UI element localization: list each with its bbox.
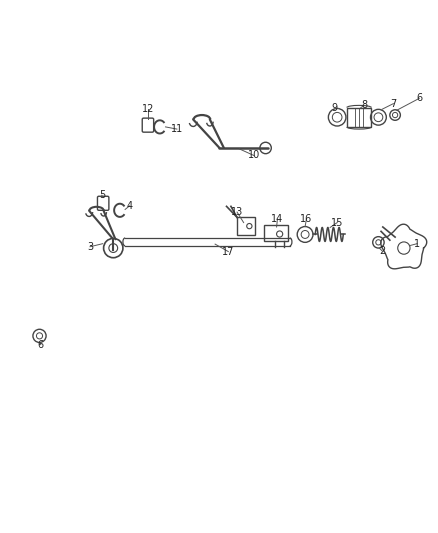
Text: 8: 8 [360, 100, 367, 110]
Text: 1: 1 [413, 239, 419, 249]
Text: 13: 13 [230, 207, 243, 217]
Text: 6: 6 [415, 93, 421, 103]
Text: 17: 17 [222, 247, 234, 256]
Text: 2: 2 [378, 246, 384, 256]
Text: 15: 15 [330, 217, 343, 228]
Text: 7: 7 [389, 99, 396, 109]
Text: 5: 5 [99, 190, 105, 200]
Text: 14: 14 [271, 214, 283, 224]
Bar [237, 217, 255, 235]
Text: 11: 11 [170, 124, 183, 134]
Bar [264, 225, 288, 241]
Text: 16: 16 [300, 214, 312, 224]
Bar [346, 108, 371, 127]
Text: 12: 12 [141, 104, 154, 115]
Text: 4: 4 [126, 201, 132, 211]
Text: 9: 9 [331, 103, 337, 114]
Text: 3: 3 [87, 242, 93, 252]
Text: 10: 10 [247, 150, 259, 160]
Text: 6: 6 [38, 340, 44, 350]
